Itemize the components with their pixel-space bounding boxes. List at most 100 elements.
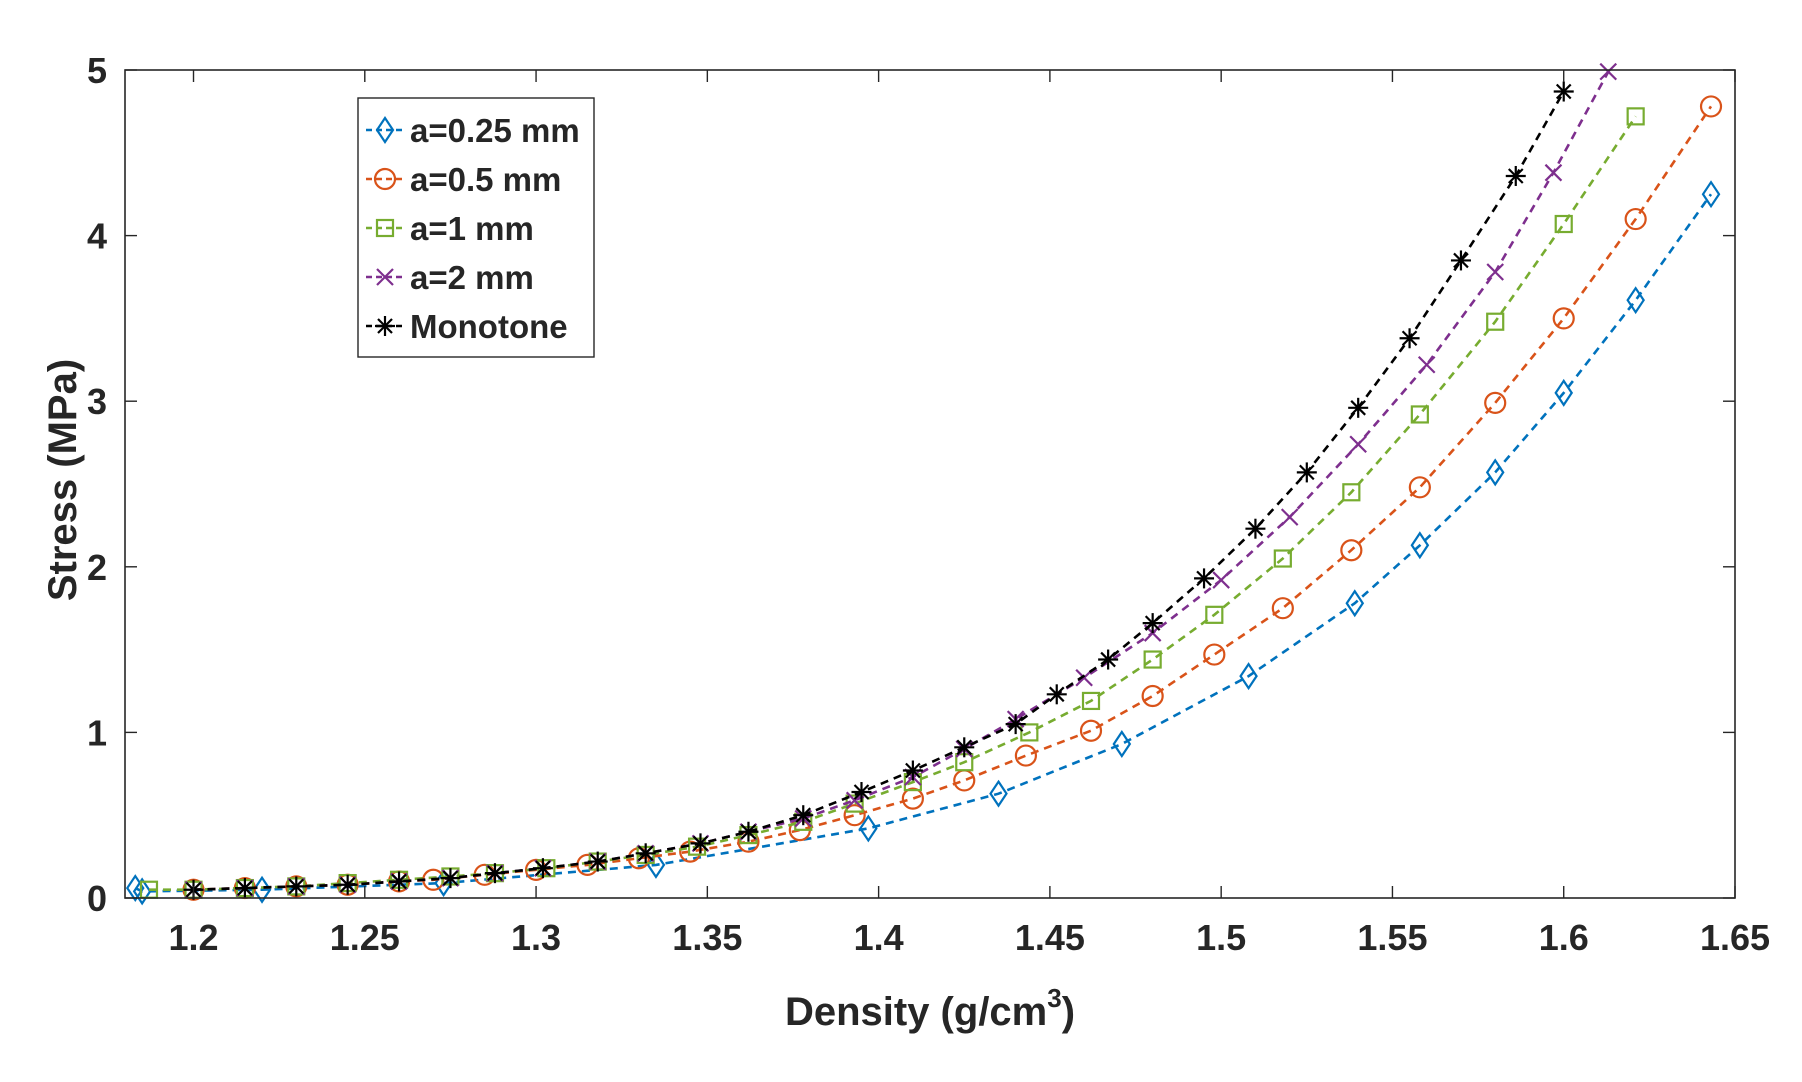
- x-tick-label: 1.5: [1196, 917, 1246, 958]
- data-point-square: [1143, 650, 1162, 669]
- y-tick-label: 4: [87, 216, 107, 257]
- data-point-x: [1349, 435, 1367, 454]
- data-point-diamond: [252, 875, 272, 904]
- data-point-star: [440, 868, 461, 889]
- data-point-x: [1075, 668, 1093, 687]
- x-axis-label: Density (g/cm3): [785, 983, 1075, 1034]
- legend-marker: [373, 167, 397, 191]
- data-point-star: [1296, 462, 1317, 483]
- x-tick-label: 1.3: [511, 917, 561, 958]
- data-point-star: [635, 843, 656, 864]
- data-point-square: [1342, 483, 1361, 502]
- legend-marker: [375, 116, 395, 144]
- data-point-star: [484, 863, 505, 884]
- data-point-star: [532, 858, 553, 879]
- data-point-x: [1212, 571, 1230, 589]
- x-tick-label: 1.35: [672, 917, 742, 958]
- data-point-square: [1486, 312, 1505, 331]
- data-point-circle: [1624, 207, 1647, 231]
- legend-entry-x: a=2 mm: [366, 259, 534, 296]
- x-axis-label-main: Density (g/cm: [785, 990, 1047, 1034]
- legend-marker: [375, 316, 395, 336]
- data-point-star: [1098, 649, 1119, 670]
- ticks-layer: 1.2 1.25 1.3 1.35 1.4 1.45 1.5 1.55 1.6 1.65 0 1 2 3 4…: [87, 50, 1770, 958]
- plot-frame: [124, 69, 1736, 899]
- legend-entry-circle: a=0.5 mm: [366, 161, 561, 198]
- data-point-star: [1450, 250, 1471, 271]
- legend-label: a=0.25 mm: [410, 112, 580, 149]
- data-point-square: [1020, 723, 1039, 742]
- data-point-diamond: [132, 877, 152, 906]
- y-tick-label: 2: [87, 547, 107, 588]
- x-tick-label: 1.25: [330, 917, 400, 958]
- data-point-square: [1081, 691, 1101, 711]
- data-point-circle: [843, 804, 866, 827]
- data-point-circle: [1408, 476, 1431, 499]
- y-tick-label: 1: [87, 712, 107, 753]
- data-point-circle: [1699, 95, 1723, 118]
- x-axis-label-superscript: 3: [1047, 983, 1061, 1013]
- data-point-star: [1505, 165, 1526, 186]
- data-point-x: [1486, 263, 1504, 281]
- data-point-star: [1348, 397, 1369, 418]
- legend-marker: [375, 218, 395, 238]
- y-tick-label: 3: [87, 381, 107, 422]
- data-point-circle: [1014, 744, 1038, 767]
- data-point-star: [793, 805, 814, 826]
- data-point-diamond: [1626, 286, 1645, 315]
- data-point-circle: [1203, 643, 1226, 666]
- legend-label: a=0.5 mm: [410, 161, 561, 198]
- legend-marker: [376, 268, 394, 286]
- y-tick-label: 0: [87, 878, 107, 919]
- data-point-x: [1417, 355, 1436, 374]
- data-point-star: [954, 737, 975, 758]
- legend-entry-star: Monotone: [366, 308, 568, 345]
- series-layer: [125, 62, 1723, 906]
- y-axis-label: Stress (MPa): [41, 359, 85, 601]
- y-tick-label: 5: [87, 50, 107, 91]
- legend-entry-square: a=1 mm: [366, 210, 534, 247]
- data-point-circle: [1141, 684, 1164, 708]
- data-point-star: [1245, 518, 1266, 539]
- data-point-star: [337, 874, 358, 895]
- legend-label: a=2 mm: [410, 259, 534, 296]
- data-point-diamond: [989, 779, 1008, 808]
- data-point-circle: [1079, 719, 1103, 742]
- data-point-star: [902, 760, 923, 781]
- legend-entry-diamond: a=0.25 mm: [366, 112, 580, 149]
- data-point-x: [1599, 62, 1618, 81]
- x-tick-label: 1.4: [854, 917, 904, 958]
- data-point-square: [1410, 405, 1429, 424]
- data-point-star: [690, 833, 711, 854]
- x-axis-label-close: ): [1062, 990, 1075, 1034]
- series-line-diamond: [134, 193, 1713, 893]
- legend-label: a=1 mm: [410, 210, 534, 247]
- data-point-square: [1205, 605, 1224, 624]
- data-point-diamond: [1554, 378, 1574, 407]
- data-point-circle: [1340, 539, 1363, 562]
- x-tick-label: 1.6: [1539, 917, 1589, 958]
- data-point-star: [1194, 568, 1215, 589]
- data-point-star: [389, 871, 410, 892]
- data-point-star: [738, 821, 759, 842]
- data-point-star: [286, 876, 307, 897]
- data-point-star: [1553, 81, 1574, 102]
- data-point-square: [1554, 214, 1573, 234]
- data-point-star: [851, 782, 872, 803]
- data-point-star: [1005, 714, 1026, 735]
- data-point-diamond: [1410, 531, 1430, 560]
- data-point-circle: [1271, 597, 1294, 620]
- data-point-diamond: [1239, 662, 1258, 691]
- series-line-star: [193, 90, 1565, 891]
- x-tick-label: 1.55: [1357, 917, 1427, 958]
- legend: a=0.25 mm a=0.5 mm a=1 mm a=2 mm Monotone: [357, 97, 595, 358]
- legend-label: Monotone: [410, 308, 568, 345]
- data-point-star: [1399, 328, 1420, 349]
- data-point-circle: [1484, 391, 1507, 414]
- data-point-x: [1544, 163, 1563, 182]
- data-point-star: [1142, 613, 1163, 634]
- data-point-square: [1273, 549, 1292, 568]
- data-point-x: [1280, 508, 1299, 526]
